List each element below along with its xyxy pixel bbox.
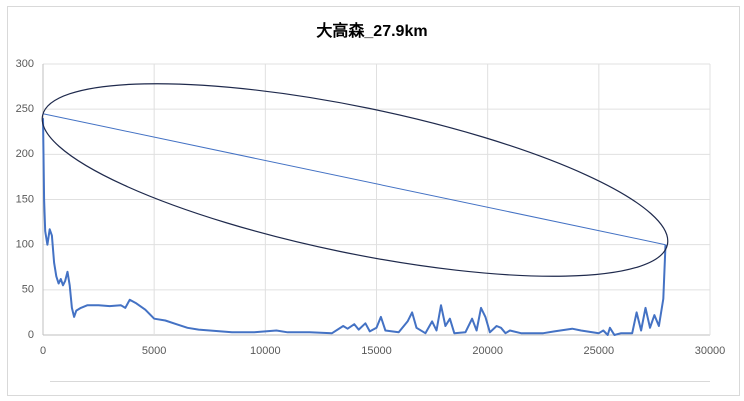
x-tick-label: 10000 [250, 345, 281, 357]
x-tick-label: 0 [40, 345, 46, 357]
plot [42, 113, 667, 336]
y-tick-label: 250 [16, 103, 34, 115]
x-tick-label: 25000 [584, 345, 615, 357]
x-tick-label: 20000 [472, 345, 503, 357]
y-tick-label: 0 [28, 329, 34, 341]
chart-frame [7, 6, 740, 396]
y-tick-label: 100 [16, 239, 34, 251]
series-line [42, 113, 666, 246]
x-tick-label: 30000 [695, 345, 726, 357]
y-tick-label: 300 [16, 58, 34, 70]
series-line [42, 118, 667, 336]
chart-title: 大高森_27.9km [316, 21, 427, 40]
x-tick-label: 5000 [142, 345, 166, 357]
fresnel-ellipse [41, 83, 669, 277]
grid: 0 50 100 150 200 250 300 0 5000 10000 15000 20000 25… [16, 58, 726, 357]
x-tick-label: 15000 [361, 345, 392, 357]
y-tick-label: 150 [16, 193, 34, 205]
y-tick-label: 200 [16, 148, 34, 160]
y-tick-label: 50 [22, 284, 34, 296]
